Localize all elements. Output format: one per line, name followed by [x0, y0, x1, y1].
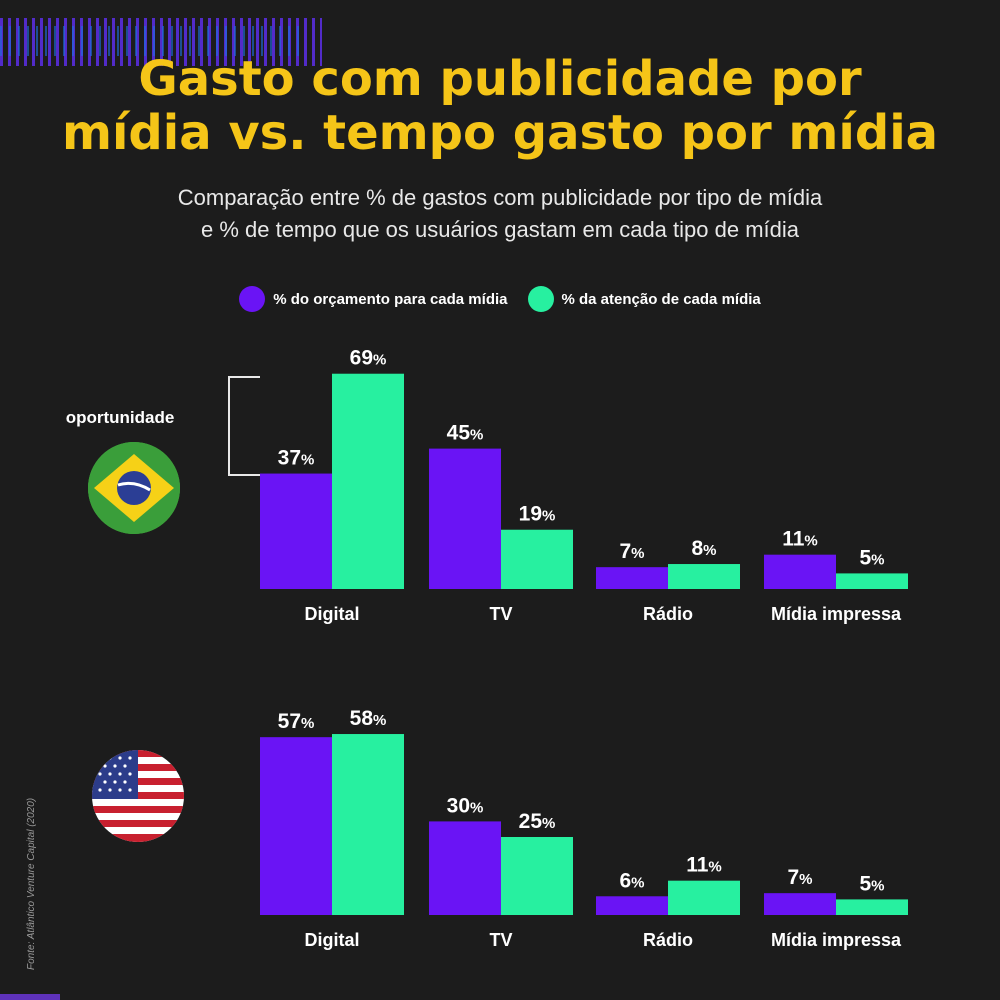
legend-item-budget: % do orçamento para cada mídia	[239, 286, 508, 312]
bar-budget-1-1	[260, 473, 332, 589]
data-label-budget-2-3: 6%	[619, 869, 644, 892]
data-label-budget-2-1: 57%	[278, 710, 315, 733]
bar-budget-1-4	[764, 554, 836, 589]
data-label-budget-1-3: 7%	[619, 540, 644, 563]
decorative-bottom-bar	[0, 994, 60, 1000]
category-label-1-4: Mídia impressa	[771, 604, 902, 624]
legend-item-attention: % da atenção de cada mídia	[527, 286, 761, 312]
data-label-budget-1-1: 37%	[278, 447, 315, 470]
bar-attention-1-2	[501, 529, 573, 589]
legend-label-attention: % da atenção de cada mídia	[561, 290, 761, 308]
data-label-budget-2-4: 7%	[787, 866, 812, 889]
usa-flag-icon	[92, 750, 184, 842]
opportunity-label: oportunidade	[65, 408, 175, 427]
bar-budget-2-4	[764, 893, 836, 915]
opportunity-bracket	[228, 376, 260, 476]
data-label-attention-1-2: 19%	[519, 503, 556, 526]
category-label-2-3: Rádio	[643, 930, 693, 950]
bar-budget-2-2	[429, 821, 501, 915]
data-label-attention-2-3: 11%	[686, 854, 722, 877]
bar-budget-2-1	[260, 737, 332, 915]
bar-budget-2-3	[596, 896, 668, 915]
data-label-budget-1-4: 11%	[782, 528, 818, 551]
bar-attention-1-4	[836, 573, 908, 589]
bar-attention-2-4	[836, 899, 908, 915]
data-label-attention-2-1: 58%	[350, 707, 387, 730]
legend-swatch-attention	[527, 286, 554, 312]
bar-attention-2-2	[501, 837, 573, 915]
chart-subtitle-line-2: e % de tempo que os usuários gastam em c…	[200, 217, 799, 242]
data-label-attention-1-1: 69%	[350, 347, 387, 370]
bar-attention-1-3	[668, 564, 740, 589]
data-label-budget-1-2: 45%	[447, 422, 484, 445]
category-label-2-2: TV	[489, 930, 512, 950]
category-label-1-1: Digital	[304, 604, 359, 624]
legend-label-budget: % do orçamento para cada mídia	[273, 290, 508, 308]
bar-attention-2-3	[668, 880, 740, 915]
category-label-2-4: Mídia impressa	[771, 930, 902, 950]
brazil-flag-icon	[88, 442, 180, 534]
bar-attention-1-1	[332, 373, 404, 589]
category-label-1-3: Rádio	[643, 604, 693, 624]
chart-title: Gasto com publicidade por mídia vs. temp…	[0, 52, 1000, 160]
decorative-stripes-blue	[0, 26, 300, 56]
chart-subtitle: Comparação entre % de gastos com publici…	[0, 182, 1000, 246]
bar-budget-1-3	[596, 567, 668, 589]
data-label-attention-1-3: 8%	[691, 537, 716, 560]
data-label-attention-2-4: 5%	[859, 872, 884, 895]
chart-legend: % do orçamento para cada mídia % da aten…	[0, 286, 1000, 312]
data-label-budget-2-2: 30%	[447, 794, 484, 817]
data-label-attention-1-4: 5%	[859, 546, 884, 569]
legend-swatch-budget	[239, 286, 266, 312]
category-label-2-1: Digital	[304, 930, 359, 950]
bar-budget-1-2	[429, 448, 501, 589]
category-label-1-2: TV	[489, 604, 512, 624]
chart-title-line-1: Gasto com publicidade por	[138, 51, 862, 107]
chart-title-line-2: mídia vs. tempo gasto por mídia	[61, 105, 939, 161]
chart-subtitle-line-1: Comparação entre % de gastos com publici…	[177, 185, 823, 210]
bar-attention-2-1	[332, 734, 404, 915]
data-label-attention-2-2: 25%	[519, 810, 556, 833]
